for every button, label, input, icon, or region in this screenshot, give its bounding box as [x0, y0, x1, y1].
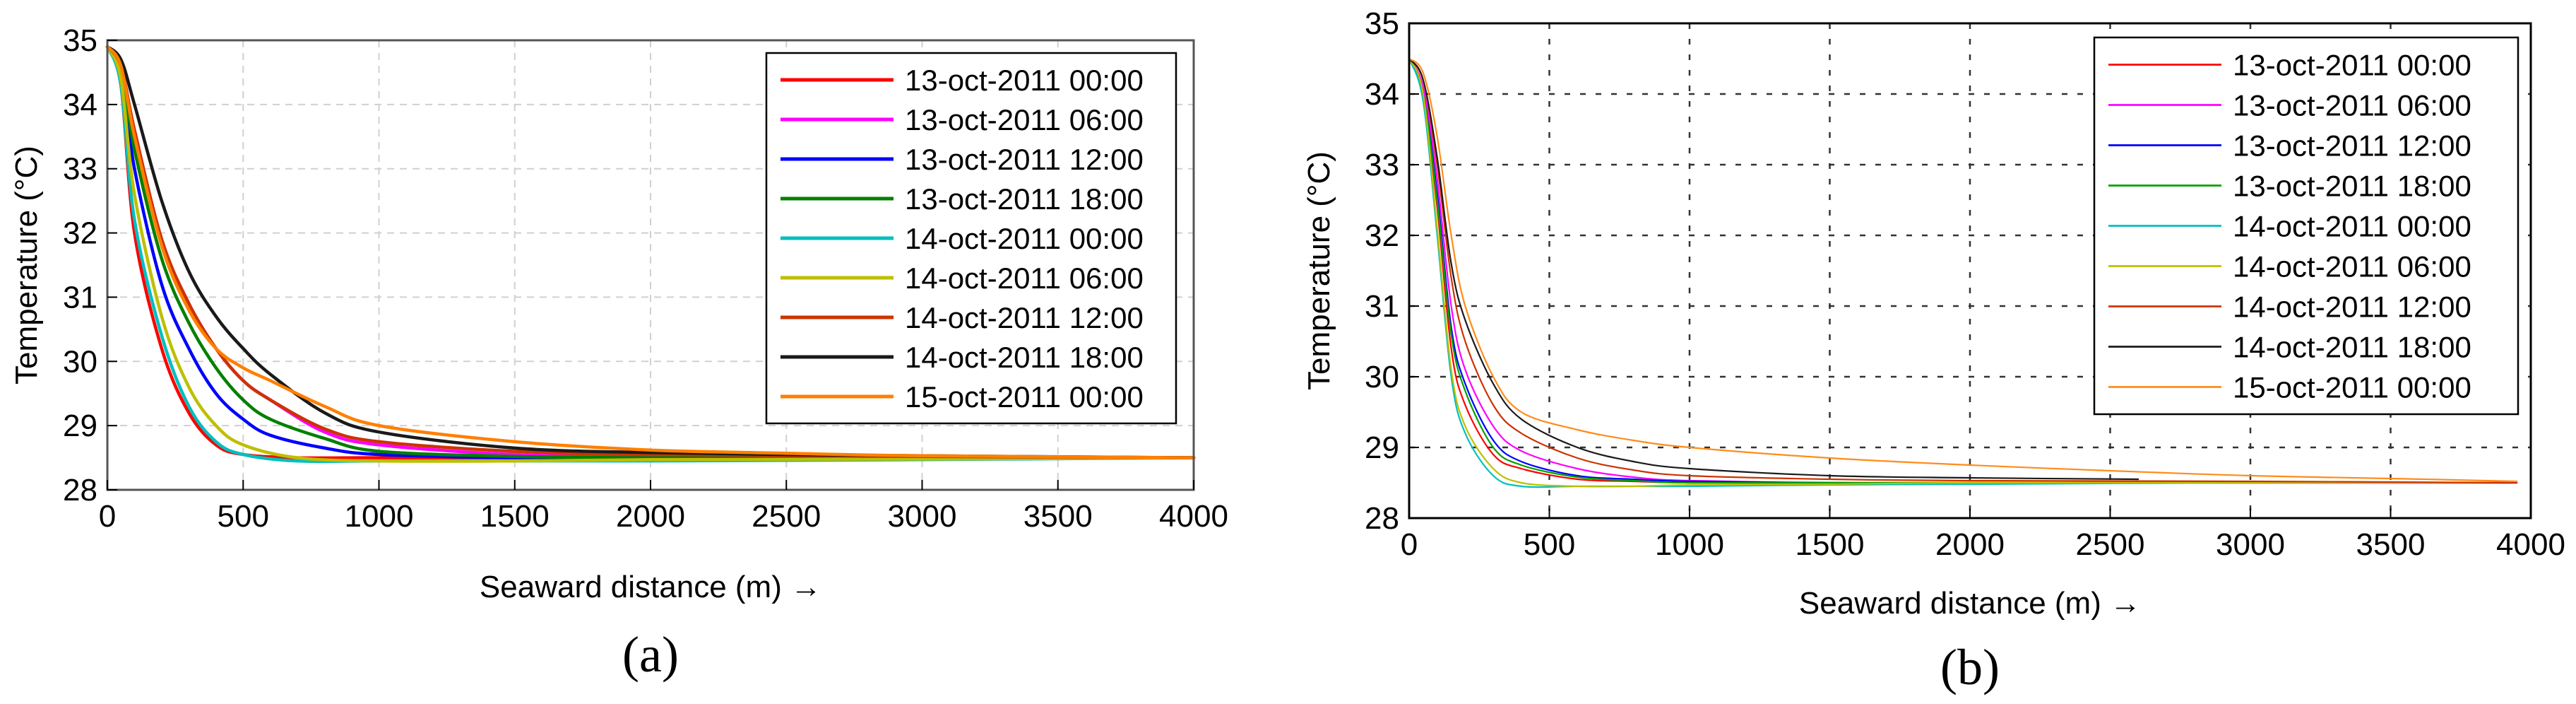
- series-group: [1408, 57, 2518, 488]
- y-tick-label: 34: [63, 88, 97, 122]
- y-tick-label: 29: [63, 409, 97, 443]
- y-tick-label: 32: [63, 216, 97, 251]
- x-tick-label: 1000: [1655, 527, 1724, 562]
- y-tick-label: 29: [1365, 430, 1399, 465]
- legend-label: 14-oct-2011 18:00: [905, 341, 1144, 374]
- x-tick-label: 4000: [1159, 499, 1228, 534]
- x-axis-label: Seaward distance (m) →: [1799, 586, 2141, 621]
- series-line-9: [105, 45, 1196, 459]
- x-tick-label: 2500: [752, 499, 821, 534]
- x-tick-label: 4000: [2496, 527, 2565, 562]
- panel-label: (a): [622, 626, 679, 683]
- series-line-9: [1408, 57, 2518, 483]
- x-tick-label: 3000: [2216, 527, 2285, 562]
- legend-label: 13-oct-2011 18:00: [2233, 170, 2471, 203]
- legend: 13-oct-2011 00:00 13-oct-2011 06:00 13-oct…: [765, 52, 1177, 425]
- legend-label: 14-oct-2011 18:00: [2233, 331, 2471, 364]
- x-tick-label: 0: [1401, 527, 1418, 562]
- series-line-6: [105, 45, 1196, 463]
- x-tick-label: 1500: [480, 499, 550, 534]
- y-tick-label: 34: [1365, 77, 1399, 112]
- y-tick-label: 28: [1365, 501, 1399, 536]
- y-tick-label: 31: [1365, 289, 1399, 324]
- legend-label: 14-oct-2011 00:00: [2233, 210, 2471, 243]
- y-tick-label: 32: [1365, 218, 1399, 253]
- legend-label: 15-oct-2011 00:00: [2233, 371, 2471, 404]
- x-tick-label: 500: [1524, 527, 1575, 562]
- legend-label: 13-oct-2011 06:00: [2233, 89, 2471, 122]
- legend-label: 13-oct-2011 18:00: [905, 182, 1144, 216]
- x-tick-label: 1000: [345, 499, 414, 534]
- y-tick-label: 33: [63, 152, 97, 187]
- y-tick-label: 35: [63, 23, 97, 58]
- series-line-8: [1408, 57, 2139, 481]
- x-tick-label: 3500: [2356, 527, 2426, 562]
- y-tick-label: 33: [1365, 148, 1399, 182]
- x-tick-label: 2000: [616, 499, 685, 534]
- chart-panel-b: 0 500 1000 1500 2000 2500 3000 3500 4000 28 29 30 31…: [1302, 6, 2565, 696]
- legend-label: 13-oct-2011 12:00: [905, 143, 1144, 176]
- x-tick-label: 2000: [1935, 527, 2005, 562]
- legend-label: 13-oct-2011 06:00: [905, 103, 1144, 136]
- y-tick-label: 31: [63, 280, 97, 315]
- legend-label: 13-oct-2011 00:00: [2233, 49, 2471, 82]
- y-tick-label: 30: [1365, 360, 1399, 394]
- legend-label: 14-oct-2011 12:00: [905, 301, 1144, 334]
- y-tick-label: 30: [63, 344, 97, 379]
- legend-label: 13-oct-2011 12:00: [2233, 129, 2471, 163]
- series-group: [105, 45, 1196, 464]
- x-axis-label: Seaward distance (m) →: [480, 570, 821, 604]
- y-tick-label: 28: [63, 473, 97, 508]
- series-line-7: [1408, 57, 2518, 484]
- legend-label: 13-oct-2011 00:00: [905, 64, 1144, 97]
- legend-label: 14-oct-2011 00:00: [905, 222, 1144, 255]
- x-tick-label: 3500: [1023, 499, 1093, 534]
- legend: 13-oct-2011 00:00 13-oct-2011 06:00 13-oct…: [2093, 36, 2519, 416]
- legend-label: 15-oct-2011 00:00: [905, 380, 1144, 413]
- y-tick-label: 35: [1365, 6, 1399, 41]
- legend-label: 14-oct-2011 06:00: [905, 262, 1144, 295]
- y-axis-label: Temperature (°C): [1302, 151, 1336, 390]
- panel-label: (b): [1940, 639, 2000, 696]
- chart-panel-a: 0 500 1000 1500 2000 2500 3000 3500 4000 28 29 30 31…: [9, 23, 1228, 683]
- x-tick-label: 0: [99, 499, 116, 534]
- legend-label: 14-oct-2011 06:00: [2233, 250, 2471, 283]
- x-tick-label: 500: [218, 499, 269, 534]
- x-tick-label: 1500: [1796, 527, 1865, 562]
- legend-label: 14-oct-2011 12:00: [2233, 291, 2471, 324]
- series-line-6: [1408, 57, 2518, 488]
- x-tick-label: 3000: [888, 499, 957, 534]
- y-axis-label: Temperature (°C): [9, 146, 44, 385]
- x-tick-label: 2500: [2076, 527, 2145, 562]
